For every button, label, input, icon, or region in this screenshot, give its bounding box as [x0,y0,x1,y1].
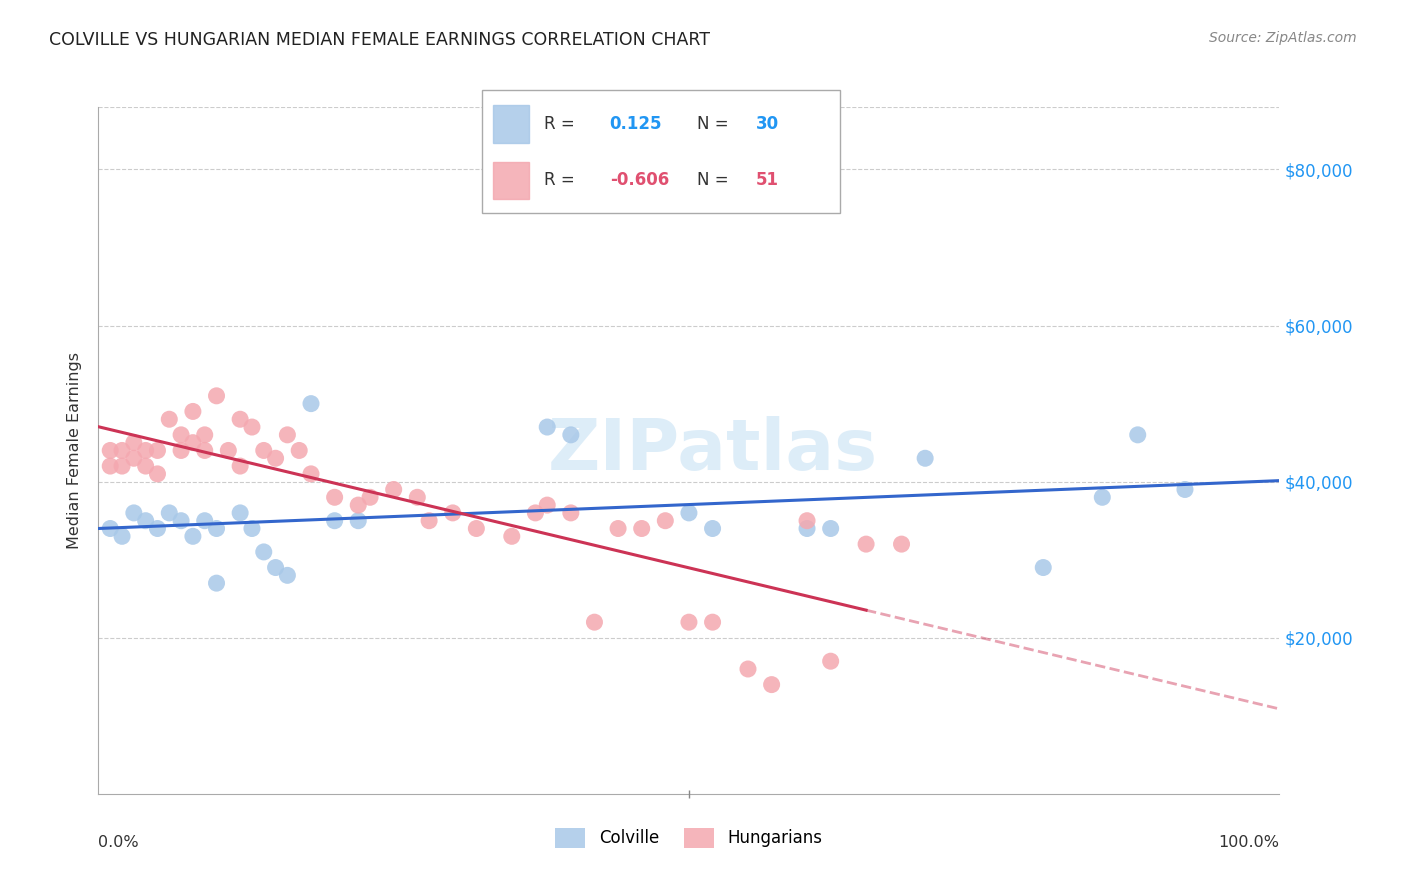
Point [890,537,912,551]
Point [157,506,180,520]
Point [323,514,346,528]
Point [229,506,252,520]
Point [702,521,724,535]
Point [240,420,263,434]
Text: COLVILLE VS HUNGARIAN MEDIAN FEMALE EARNINGS CORRELATION CHART: COLVILLE VS HUNGARIAN MEDIAN FEMALE EARN… [49,31,710,49]
Text: Source: ZipAtlas.com: Source: ZipAtlas.com [1209,31,1357,45]
Point [205,521,228,535]
Point [135,514,157,528]
Point [678,506,700,520]
Point [1174,483,1197,497]
Point [111,529,134,543]
Text: N =: N = [697,115,728,133]
Point [205,576,228,591]
Text: R =: R = [544,115,575,133]
Point [382,483,405,497]
Point [1032,560,1054,574]
Point [181,529,204,543]
Point [914,451,936,466]
Point [761,678,783,692]
Point [157,412,180,426]
Point [146,521,169,535]
Point [111,458,134,473]
Point [560,506,582,520]
Point [253,443,276,458]
Point [170,443,193,458]
Point [288,443,311,458]
Point [122,435,145,450]
Y-axis label: Median Female Earnings: Median Female Earnings [67,352,83,549]
Point [253,545,276,559]
Point [170,514,193,528]
Point [536,420,558,434]
Bar [492,161,529,199]
Point [146,443,169,458]
Point [737,662,759,676]
Point [560,427,582,442]
Point [205,389,228,403]
Point [855,537,877,551]
Point [98,521,121,535]
Point [181,435,204,450]
Point [229,412,252,426]
Point [122,451,145,466]
Point [240,521,263,535]
Text: ZIPatlas: ZIPatlas [547,416,877,485]
Point [170,427,193,442]
Point [820,521,842,535]
Point [406,490,429,504]
Point [678,615,700,630]
Point [135,458,157,473]
Point [299,467,322,481]
Point [1126,427,1149,442]
Point [217,443,239,458]
Point [501,529,523,543]
Point [347,514,370,528]
Point [122,506,145,520]
Point [98,458,121,473]
Point [796,514,818,528]
Point [111,443,134,458]
Text: N =: N = [697,171,728,189]
Point [359,490,381,504]
Legend: Colville, Hungarians: Colville, Hungarians [548,822,830,855]
Text: -0.606: -0.606 [610,171,669,189]
Point [276,427,298,442]
Point [229,458,252,473]
Point [323,490,346,504]
Point [194,514,217,528]
Point [796,521,818,535]
Point [98,443,121,458]
Point [276,568,298,582]
Point [654,514,676,528]
Point [607,521,630,535]
Point [418,514,440,528]
Point [583,615,606,630]
Point [441,506,464,520]
Point [524,506,547,520]
Text: 100.0%: 100.0% [1219,835,1279,850]
FancyBboxPatch shape [482,90,839,213]
Point [536,498,558,512]
Text: 0.125: 0.125 [610,115,662,133]
Point [194,443,217,458]
Text: R =: R = [544,171,575,189]
Point [146,467,169,481]
Text: 30: 30 [756,115,779,133]
Point [347,498,370,512]
Text: 0.0%: 0.0% [98,835,139,850]
Point [1091,490,1114,504]
Point [181,404,204,418]
Point [465,521,488,535]
Point [630,521,652,535]
Point [820,654,842,668]
Point [264,451,287,466]
Point [264,560,287,574]
Point [702,615,724,630]
Bar [492,105,529,143]
Point [135,443,157,458]
Point [299,396,322,410]
Text: 51: 51 [756,171,779,189]
Point [194,427,217,442]
